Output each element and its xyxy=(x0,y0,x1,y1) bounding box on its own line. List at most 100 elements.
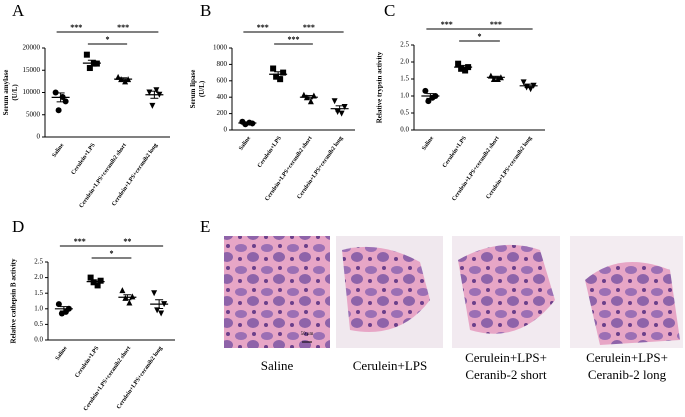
data-point xyxy=(307,98,314,105)
data-point xyxy=(149,102,156,109)
histology-images: 50 μm xyxy=(224,236,683,348)
data-point xyxy=(331,98,338,105)
y-tick-label: 1.5 xyxy=(400,75,409,83)
x-tick-label: Saline xyxy=(421,135,435,152)
data-point xyxy=(338,110,345,117)
significance-label: * xyxy=(106,35,110,44)
y-tick-label: 1.0 xyxy=(34,304,43,312)
data-point xyxy=(87,274,94,281)
image-caption: Cerulein+LPS+ xyxy=(465,350,547,365)
significance-label: *** xyxy=(257,23,269,32)
y-tick-label: 2.5 xyxy=(400,41,409,49)
y-tick-label: 2.0 xyxy=(34,273,43,281)
x-tick-label: Saline xyxy=(51,142,65,159)
data-point xyxy=(55,301,62,308)
y-tick-label: 1.5 xyxy=(34,289,43,297)
panel-letter: A xyxy=(12,1,25,20)
x-tick-label: Cerulein+LPS xyxy=(71,142,97,176)
data-point xyxy=(422,87,429,94)
y-tick-label: 20000 xyxy=(23,44,41,52)
data-point xyxy=(425,98,432,105)
data-point xyxy=(83,51,90,58)
y-tick-label: 10000 xyxy=(23,88,41,96)
significance-label: *** xyxy=(74,237,86,246)
data-point xyxy=(97,277,104,284)
y-axis-label: Serum lipase xyxy=(189,70,197,109)
significance-label: *** xyxy=(117,23,129,32)
y-tick-label: 0 xyxy=(224,126,228,134)
significance-label: *** xyxy=(441,20,453,29)
y-axis-label: Relative trypsin activity xyxy=(376,51,384,123)
data-point xyxy=(462,67,469,74)
y-tick-label: 2.0 xyxy=(400,58,409,66)
data-point xyxy=(151,290,158,297)
y-axis-label: Serum amylase xyxy=(2,70,10,116)
data-point xyxy=(300,91,307,98)
y-axis-label: (U/L) xyxy=(11,84,19,101)
y-tick-label: 0.5 xyxy=(400,109,409,117)
x-tick-label: Cerulein+LPS xyxy=(442,135,468,169)
y-tick-label: 0.0 xyxy=(34,336,43,344)
data-point xyxy=(55,107,62,114)
data-point xyxy=(90,279,97,286)
significance-label: *** xyxy=(70,23,82,32)
data-point xyxy=(490,76,497,82)
y-tick-label: 1000 xyxy=(213,44,228,52)
data-point xyxy=(158,310,165,317)
x-tick-label: Saline xyxy=(238,135,252,152)
significance-label: * xyxy=(478,32,482,41)
y-tick-label: 400 xyxy=(217,93,228,101)
data-point xyxy=(494,76,501,82)
tissue-lobule xyxy=(342,246,430,332)
y-tick-label: 15000 xyxy=(23,66,41,74)
data-point xyxy=(122,78,129,85)
significance-label: *** xyxy=(490,20,502,29)
data-point xyxy=(520,79,527,86)
y-tick-label: 5000 xyxy=(26,110,41,118)
data-point xyxy=(129,293,136,300)
data-point xyxy=(62,98,69,105)
panel-letter: C xyxy=(384,1,395,20)
significance-label: *** xyxy=(303,23,315,32)
data-point xyxy=(115,73,122,80)
data-point xyxy=(280,69,287,76)
data-point xyxy=(86,65,93,72)
significance-label: * xyxy=(110,249,114,258)
y-tick-label: 0.0 xyxy=(400,126,409,134)
image-caption: Cerulein+LPS xyxy=(353,358,428,373)
image-caption: Cerulein+LPS+ xyxy=(586,350,668,365)
y-tick-label: 600 xyxy=(217,76,228,84)
y-tick-label: 800 xyxy=(217,60,228,68)
tissue-lobule xyxy=(585,262,680,345)
data-point xyxy=(270,65,277,72)
data-point xyxy=(119,287,126,294)
y-axis-label: (U/L) xyxy=(198,80,206,97)
image-caption: Ceranib-2 short xyxy=(465,367,547,382)
data-point xyxy=(52,89,59,96)
image-caption: Saline xyxy=(261,358,294,373)
data-point xyxy=(126,299,133,306)
significance-label: *** xyxy=(288,35,300,44)
y-tick-label: 1.0 xyxy=(400,92,409,100)
y-axis-label: Relative cathepsin B activity xyxy=(10,258,18,343)
x-tick-label: Cerulein+LPS xyxy=(74,345,100,379)
significance-label: ** xyxy=(123,237,131,246)
y-tick-label: 0 xyxy=(37,133,41,141)
data-point xyxy=(277,76,284,83)
image-caption: Ceranib-2 long xyxy=(588,367,667,382)
data-point xyxy=(153,87,160,94)
data-point xyxy=(455,60,462,67)
tissue-lobule xyxy=(458,244,555,334)
y-tick-label: 200 xyxy=(217,109,228,117)
x-tick-label: Saline xyxy=(55,345,69,362)
x-tick-label: Cerulein+LPS xyxy=(257,135,283,169)
scale-bar-label: 50 μm xyxy=(301,332,314,337)
panel-letter: D xyxy=(12,217,24,236)
panel-letter: E xyxy=(200,217,210,236)
panel-letter: B xyxy=(200,1,211,20)
histology-image xyxy=(224,236,330,348)
y-tick-label: 0.5 xyxy=(34,320,43,328)
data-point xyxy=(94,282,101,289)
